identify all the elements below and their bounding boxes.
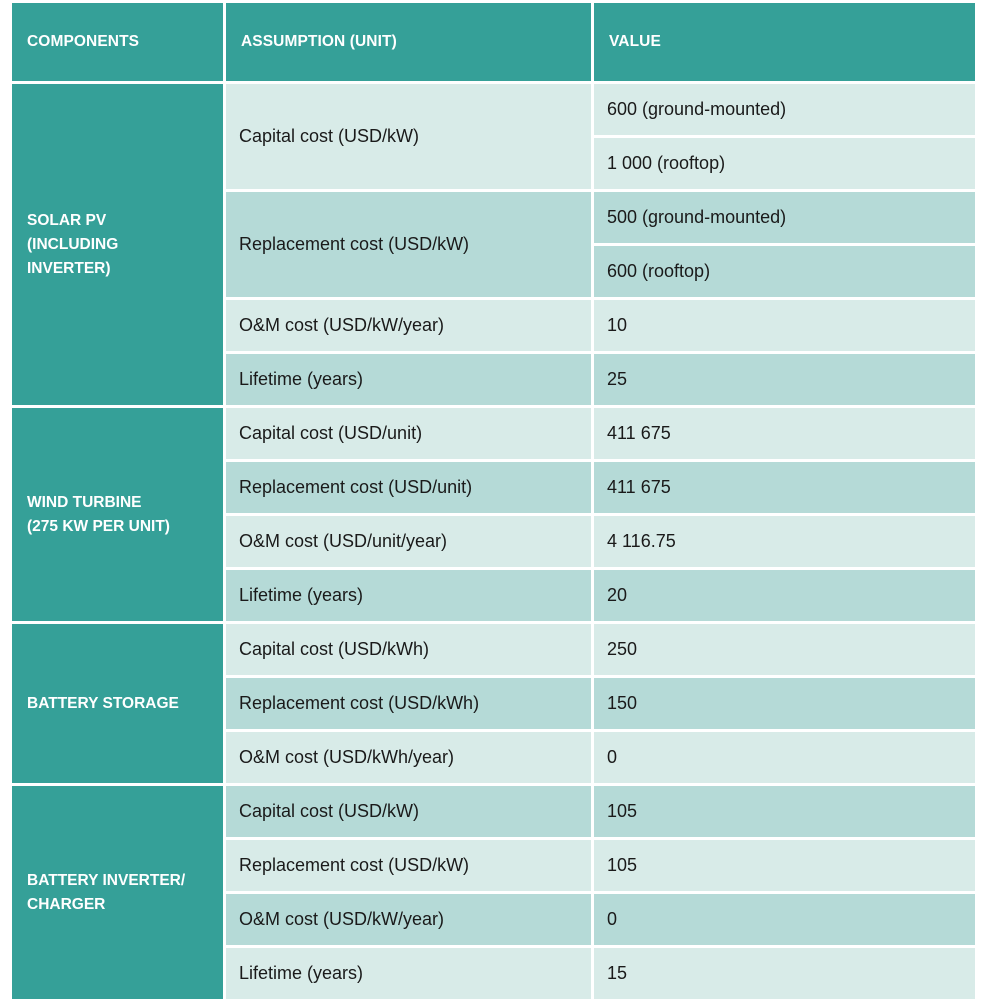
assumption-cell: Lifetime (years): [226, 948, 591, 999]
assumption-cell: O&M cost (USD/unit/year): [226, 516, 591, 567]
component-battery-inverter-charger: BATTERY INVERTER/ CHARGER: [12, 786, 223, 999]
cost-assumptions-table: COMPONENTS ASSUMPTION (UNIT) VALUE SOLAR…: [12, 3, 975, 999]
assumption-cell: O&M cost (USD/kWh/year): [226, 732, 591, 783]
assumption-cell: O&M cost (USD/kW/year): [226, 300, 591, 351]
assumption-cell: Replacement cost (USD/unit): [226, 462, 591, 513]
value-cell: 10: [594, 300, 975, 351]
value-cell: 105: [594, 840, 975, 891]
assumption-cell: Capital cost (USD/kW): [226, 84, 591, 189]
assumption-cell: Lifetime (years): [226, 354, 591, 405]
header-value: VALUE: [594, 3, 975, 81]
assumption-cell: Capital cost (USD/unit): [226, 408, 591, 459]
assumption-cell: O&M cost (USD/kW/year): [226, 894, 591, 945]
assumption-cell: Replacement cost (USD/kW): [226, 192, 591, 297]
header-assumption: ASSUMPTION (UNIT): [226, 3, 591, 81]
component-solar-pv: SOLAR PV (INCLUDING INVERTER): [12, 84, 223, 405]
value-cell: 600 (ground-mounted): [594, 84, 975, 135]
value-cell: 150: [594, 678, 975, 729]
assumption-cell: Capital cost (USD/kWh): [226, 624, 591, 675]
value-cell: 15: [594, 948, 975, 999]
assumption-cell: Lifetime (years): [226, 570, 591, 621]
assumption-cell: Replacement cost (USD/kW): [226, 840, 591, 891]
value-cell: 411 675: [594, 462, 975, 513]
value-cell: 1 000 (rooftop): [594, 138, 975, 189]
value-cell: 600 (rooftop): [594, 246, 975, 297]
value-cell: 105: [594, 786, 975, 837]
value-cell: 0: [594, 732, 975, 783]
header-components: COMPONENTS: [12, 3, 223, 81]
value-cell: 411 675: [594, 408, 975, 459]
value-cell: 500 (ground-mounted): [594, 192, 975, 243]
value-cell: 0: [594, 894, 975, 945]
component-wind-turbine: WIND TURBINE (275 KW PER UNIT): [12, 408, 223, 621]
value-cell: 25: [594, 354, 975, 405]
component-battery-storage: BATTERY STORAGE: [12, 624, 223, 783]
assumption-cell: Replacement cost (USD/kWh): [226, 678, 591, 729]
value-cell: 250: [594, 624, 975, 675]
value-cell: 20: [594, 570, 975, 621]
value-cell: 4 116.75: [594, 516, 975, 567]
assumption-cell: Capital cost (USD/kW): [226, 786, 591, 837]
